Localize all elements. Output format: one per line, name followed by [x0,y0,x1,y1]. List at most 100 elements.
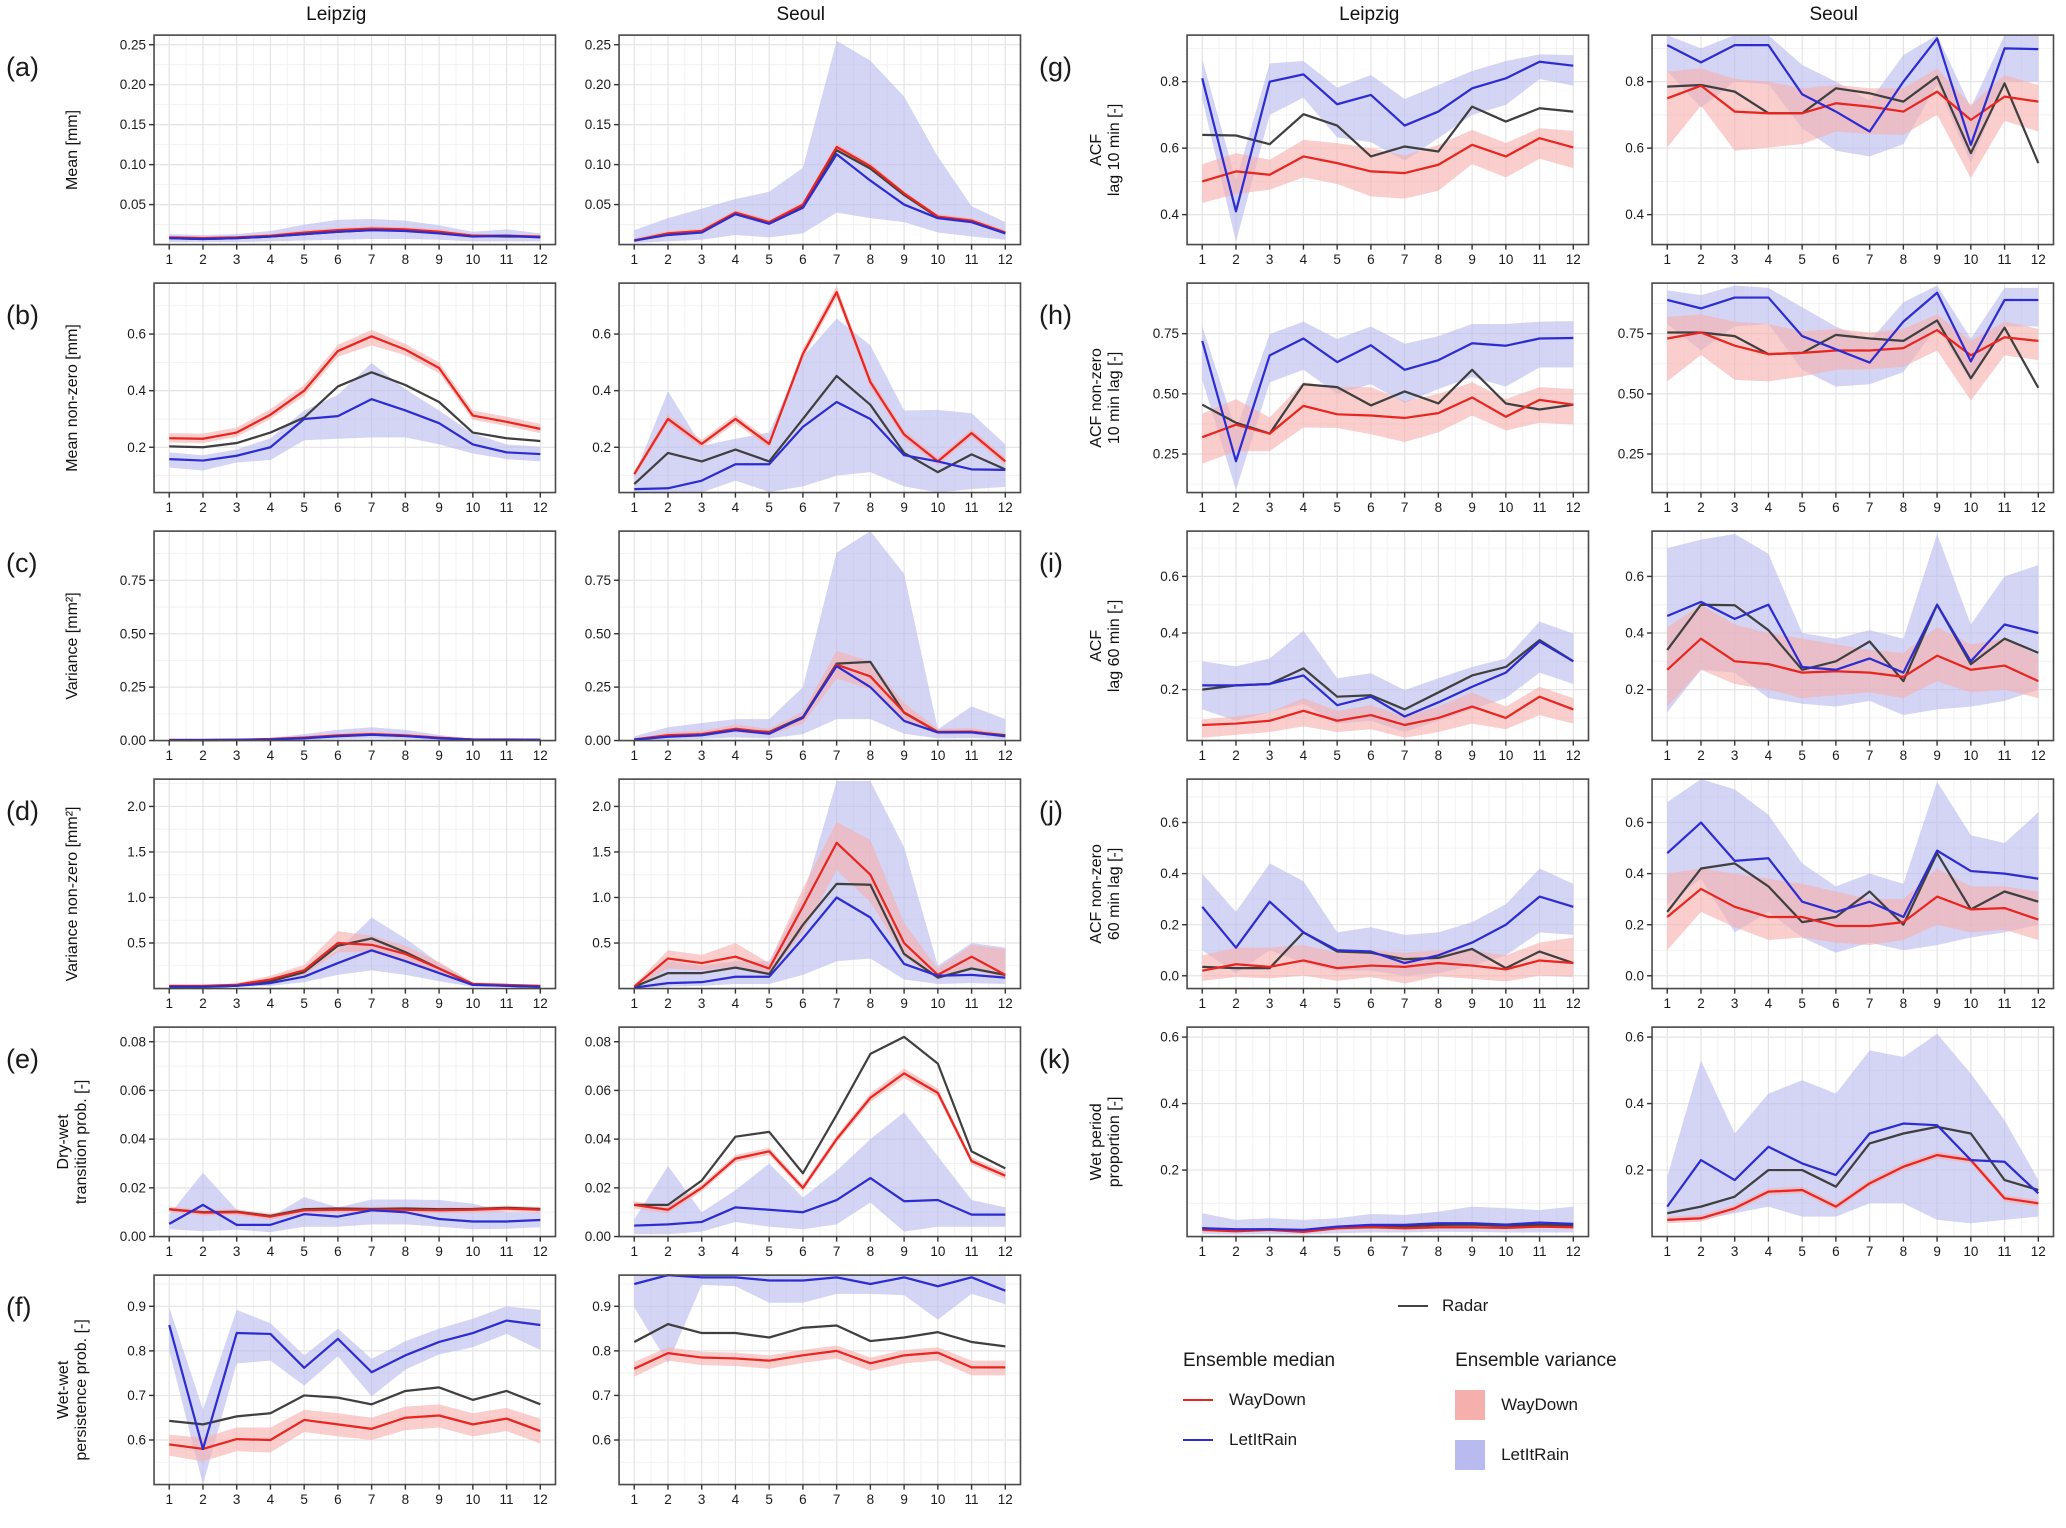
svg-text:9: 9 [1933,996,1941,1011]
svg-text:4: 4 [731,1244,739,1259]
svg-text:6: 6 [1367,748,1375,763]
svg-text:0.4: 0.4 [1160,207,1179,222]
svg-text:0.8: 0.8 [127,1343,146,1358]
svg-text:12: 12 [1566,500,1581,515]
svg-text:9: 9 [1933,252,1941,267]
y-axis-label: Wet period proportion [-] [1088,1096,1123,1188]
svg-text:11: 11 [1997,252,2011,267]
svg-text:4: 4 [1764,748,1772,763]
svg-text:0.0: 0.0 [1625,968,1644,983]
svg-text:4: 4 [731,996,739,1011]
svg-text:6: 6 [1832,1244,1840,1259]
svg-text:9: 9 [900,996,908,1011]
svg-text:11: 11 [964,748,978,763]
svg-text:10: 10 [1963,996,1978,1011]
svg-text:7: 7 [1865,996,1873,1011]
y-axis-label: Variance [mm²] [64,592,82,700]
svg-text:0.2: 0.2 [1625,1163,1644,1178]
svg-text:6: 6 [334,1492,342,1507]
svg-text:0.8: 0.8 [1160,74,1179,89]
y-axis-label: ACF non-zero 10 min lag [-] [1088,348,1123,448]
chart-i-leipzig: 0.2 0.4 0.6 1 2 3 4 5 6 7 8 9 10 11 12 [1137,522,1602,770]
svg-text:12: 12 [997,1244,1012,1259]
svg-text:3: 3 [233,1492,241,1507]
svg-text:0.50: 0.50 [1153,386,1180,401]
chart-k-leipzig: 0.2 0.4 0.6 1 2 3 4 5 6 7 8 9 10 11 12 [1137,1018,1602,1266]
svg-text:11: 11 [1533,996,1547,1011]
svg-text:3: 3 [233,500,241,515]
svg-text:3: 3 [1730,500,1738,515]
svg-text:10: 10 [1498,748,1513,763]
svg-text:4: 4 [1300,748,1308,763]
svg-text:0.9: 0.9 [592,1299,611,1314]
svg-text:11: 11 [964,996,978,1011]
svg-text:5: 5 [1333,500,1341,515]
legend-label: LetItRain [1501,1445,1570,1464]
svg-text:9: 9 [435,252,443,267]
svg-text:4: 4 [731,748,739,763]
svg-text:0.6: 0.6 [1625,1030,1644,1045]
y-axis-label: ACF lag 60 min [-] [1088,599,1123,693]
svg-text:10: 10 [465,996,480,1011]
svg-text:11: 11 [500,748,514,763]
legend-radar-entry: Radar [1398,1296,2066,1316]
panel-row-e: (e) Dry-wet transition prob. [-] 0.00 0.02 0… [0,1018,1033,1266]
panel-row-h: (h) ACF non-zero 10 min lag [-] 0.25 0.50 0.… [1033,274,2066,522]
svg-text:0.75: 0.75 [584,573,610,588]
svg-text:9: 9 [1933,500,1941,515]
svg-text:10: 10 [1498,500,1513,515]
svg-text:7: 7 [368,748,376,763]
svg-text:2: 2 [199,748,207,763]
svg-text:0.0: 0.0 [1160,968,1179,983]
svg-text:10: 10 [465,1244,480,1259]
svg-text:8: 8 [866,500,874,515]
svg-text:0.2: 0.2 [1160,1163,1179,1178]
svg-text:0.6: 0.6 [1625,141,1644,156]
panel-row-c: (c) Variance [mm²] 0.00 0.25 0.50 0.75 1 2 3 4 5 6 7… [0,522,1033,770]
svg-text:5: 5 [765,1492,773,1507]
svg-text:11: 11 [964,1244,978,1259]
svg-text:9: 9 [1468,252,1476,267]
svg-text:9: 9 [1468,500,1476,515]
legend-label: LetItRain [1229,1430,1298,1449]
legend-median-waydown: WayDown [1183,1390,1335,1410]
svg-text:4: 4 [731,252,739,267]
svg-text:0.6: 0.6 [1160,569,1179,584]
svg-text:5: 5 [1798,1244,1806,1259]
svg-text:12: 12 [1566,1244,1581,1259]
svg-text:10: 10 [465,748,480,763]
chart-d-leipzig: 0.5 1.0 1.5 2.0 1 2 3 4 5 6 7 8 9 10 11 12 [104,770,569,1018]
svg-text:8: 8 [402,748,410,763]
y-axis-label: Mean non-zero [mm] [64,324,82,472]
svg-text:8: 8 [866,1492,874,1507]
svg-text:0.02: 0.02 [584,1180,610,1195]
svg-text:5: 5 [1333,252,1341,267]
panel-row-d: (d) Variance non-zero [mm²] 0.5 1.0 1.5 2.0 1 2… [0,770,1033,1018]
svg-text:5: 5 [1798,996,1806,1011]
svg-text:4: 4 [1764,252,1772,267]
svg-text:0.50: 0.50 [1617,386,1644,401]
chart-k-seoul: 0.2 0.4 0.6 1 2 3 4 5 6 7 8 9 10 11 12 [1602,1018,2066,1266]
svg-text:7: 7 [832,1244,840,1259]
svg-text:0.6: 0.6 [1625,569,1644,584]
svg-text:0.5: 0.5 [127,936,146,951]
svg-text:12: 12 [997,1492,1012,1507]
svg-text:0.05: 0.05 [120,197,146,212]
svg-text:12: 12 [2030,996,2045,1011]
svg-text:8: 8 [1435,1244,1443,1259]
svg-text:0.6: 0.6 [127,1432,146,1447]
svg-text:7: 7 [832,996,840,1011]
chart-c-seoul: 0.00 0.25 0.50 0.75 1 2 3 4 5 6 7 8 9 10 11 12 [569,522,1034,770]
panel-letter: (a) [6,52,39,82]
svg-text:11: 11 [1997,748,2011,763]
svg-text:0.2: 0.2 [1160,917,1179,932]
svg-text:2: 2 [664,996,672,1011]
svg-text:4: 4 [267,500,275,515]
svg-text:5: 5 [765,500,773,515]
svg-text:9: 9 [900,252,908,267]
svg-text:0.06: 0.06 [120,1083,146,1098]
svg-text:2: 2 [199,252,207,267]
svg-text:6: 6 [1832,748,1840,763]
svg-text:8: 8 [1435,252,1443,267]
svg-text:1: 1 [1198,1244,1206,1259]
